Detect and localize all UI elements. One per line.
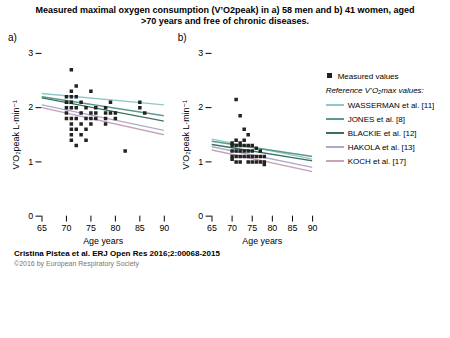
svg-text:Age years: Age years <box>83 235 123 245</box>
svg-text:1: 1 <box>198 156 203 166</box>
svg-text:70: 70 <box>227 223 237 233</box>
svg-text:V’O₂peak L·min⁻¹: V’O₂peak L·min⁻¹ <box>11 99 21 169</box>
svg-text:1: 1 <box>28 156 33 166</box>
svg-text:0: 0 <box>198 210 203 220</box>
html-text:b): b) <box>177 31 187 43</box>
svg-text:85: 85 <box>135 223 145 233</box>
svg-text:0: 0 <box>28 210 33 220</box>
svg-text:90: 90 <box>307 223 317 233</box>
html-text:Measured values: Measured values <box>337 71 399 81</box>
html-text:Cristina Pistea et al. ERJ Ope: Cristina Pistea et al. ERJ Open Res 2016… <box>14 248 220 258</box>
html-text:Reference V’O₂max values:: Reference V’O₂max values: <box>325 85 424 95</box>
html-text:BLACKIE et al. [12]: BLACKIE et al. [12] <box>347 128 417 138</box>
html-text:KOCH et al. [17]: KOCH et al. [17] <box>347 156 406 166</box>
svg-text:65: 65 <box>207 223 217 233</box>
svg-text:V’O₂peak L·min⁻¹: V’O₂peak L·min⁻¹ <box>180 99 190 169</box>
svg-text:65: 65 <box>37 223 47 233</box>
svg-text:3: 3 <box>28 48 33 58</box>
svg-text:85: 85 <box>287 223 297 233</box>
svg-text:75: 75 <box>86 223 96 233</box>
svg-text:3: 3 <box>198 48 203 58</box>
svg-text:2: 2 <box>198 102 203 112</box>
svg-text:Age years: Age years <box>242 235 282 245</box>
html-text:Measured maximal oxygen consum: Measured maximal oxygen consumption (V’O… <box>35 5 415 27</box>
svg-text:70: 70 <box>62 223 72 233</box>
svg-text:80: 80 <box>267 223 277 233</box>
svg-text:2: 2 <box>28 102 33 112</box>
html-text:JONES et al. [8]: JONES et al. [8] <box>347 114 405 124</box>
html-text:©2016 by European Respiratory: ©2016 by European Respiratory Society <box>14 259 139 267</box>
html-text:WASSERMAN et al. [11]: WASSERMAN et al. [11] <box>347 100 435 110</box>
svg-text:80: 80 <box>110 223 120 233</box>
html-text:HAKOLA et al. [13]: HAKOLA et al. [13] <box>347 142 415 152</box>
svg-text:75: 75 <box>247 223 257 233</box>
svg-text:90: 90 <box>159 223 169 233</box>
html-text:a): a) <box>8 31 17 43</box>
